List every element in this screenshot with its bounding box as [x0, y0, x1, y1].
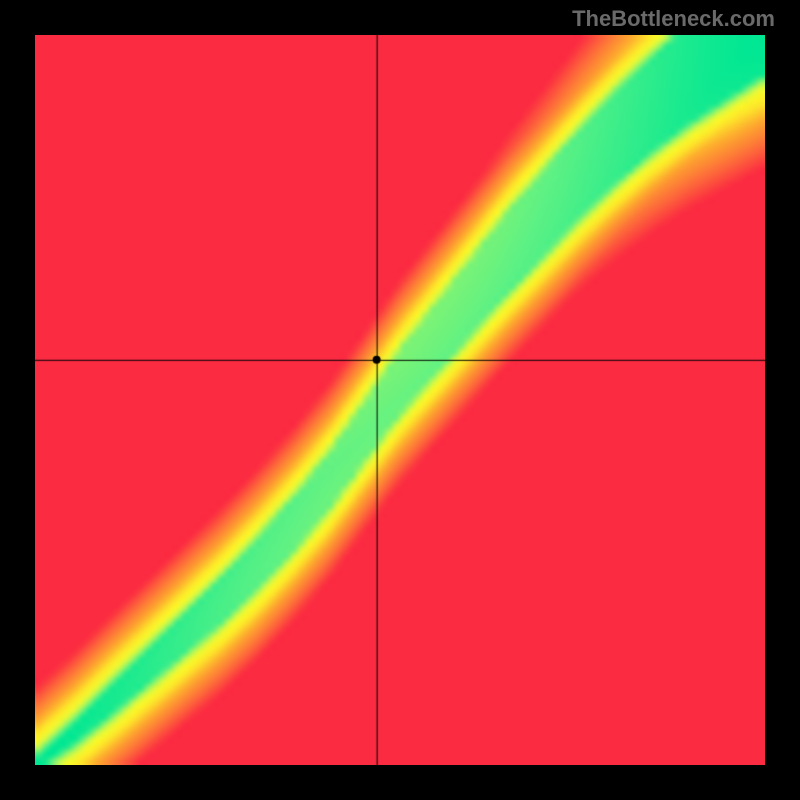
- heatmap-canvas: [35, 35, 765, 765]
- watermark-text: TheBottleneck.com: [572, 6, 775, 32]
- heatmap-container: [35, 35, 765, 770]
